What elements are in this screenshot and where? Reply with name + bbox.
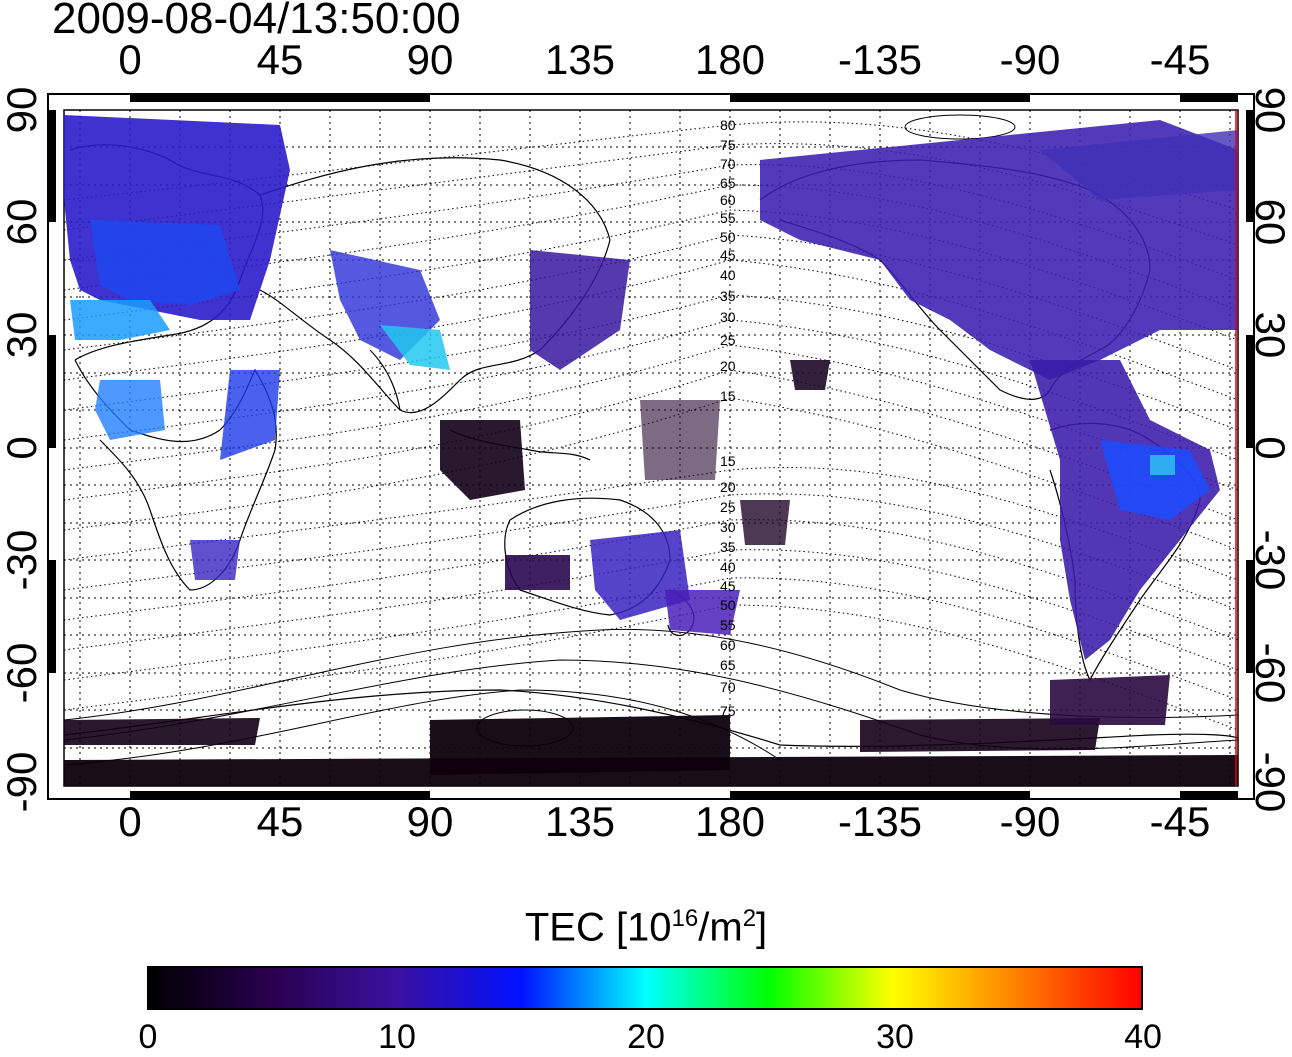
svg-text:30: 30: [720, 519, 736, 535]
lon-label: 0: [118, 36, 142, 83]
svg-text:55: 55: [720, 210, 736, 226]
svg-text:25: 25: [720, 499, 736, 515]
lon-label: 135: [544, 36, 616, 83]
svg-text:70: 70: [720, 156, 736, 172]
axis-band: [1246, 110, 1254, 222]
lon-label: -135: [837, 798, 923, 845]
colorbar-tick: 30: [876, 1018, 914, 1056]
lon-label: 90: [406, 36, 454, 83]
axis-band: [1180, 791, 1238, 799]
svg-text:55: 55: [720, 617, 736, 633]
svg-text:20: 20: [720, 358, 736, 374]
svg-text:75: 75: [720, 137, 736, 153]
axis-band: [48, 560, 56, 673]
svg-text:35: 35: [720, 539, 736, 555]
colorbar-tick: 10: [378, 1018, 416, 1056]
axis-band: [1246, 560, 1254, 673]
lon-label: 180: [694, 36, 766, 83]
colorbar-tick: 0: [138, 1018, 158, 1056]
axis-band: [730, 791, 1030, 799]
svg-text:45: 45: [720, 247, 736, 263]
colorbar-tick: 40: [1124, 1018, 1162, 1056]
lon-label: 135: [544, 798, 616, 845]
axis-band: [1180, 94, 1238, 102]
tec-colorbar: [147, 966, 1143, 1010]
svg-text:65: 65: [720, 657, 736, 673]
svg-text:65: 65: [720, 175, 736, 191]
svg-text:70: 70: [720, 679, 736, 695]
contour-labels-north: 80 75 70 65 60 55 50 45 40 35 30 25 20 1…: [720, 117, 736, 404]
lon-label: -135: [837, 36, 923, 83]
svg-text:30: 30: [720, 309, 736, 325]
map-timestamp-title: 2009-08-04/13:50:00: [52, 0, 461, 43]
svg-text:75: 75: [720, 703, 736, 719]
svg-text:25: 25: [720, 332, 736, 348]
svg-text:15: 15: [720, 388, 736, 404]
colorbar-label: TEC [1016/m2]: [524, 905, 768, 950]
svg-text:80: 80: [720, 117, 736, 133]
svg-text:50: 50: [720, 597, 736, 613]
lon-label: -90: [999, 36, 1061, 83]
tec-map: 80 75 70 65 60 55 50 45 40 35 30 25 20 1…: [47, 93, 1255, 800]
lon-label: -90: [999, 798, 1061, 845]
svg-text:40: 40: [720, 267, 736, 283]
lon-label: 45: [256, 798, 304, 845]
axis-band: [1246, 335, 1254, 448]
lon-label: 45: [256, 36, 304, 83]
axis-band: [130, 94, 430, 102]
lon-label: 90: [406, 798, 454, 845]
svg-text:50: 50: [720, 229, 736, 245]
svg-text:15: 15: [720, 453, 736, 469]
svg-text:45: 45: [720, 578, 736, 594]
svg-text:40: 40: [720, 559, 736, 575]
axis-band: [48, 335, 56, 448]
axis-band: [130, 791, 430, 799]
svg-text:60: 60: [720, 192, 736, 208]
tec-data-patches: [64, 115, 1238, 786]
svg-text:60: 60: [720, 637, 736, 653]
lon-label: -45: [1149, 798, 1211, 845]
contour-labels-south: 15 20 25 30 35 40 45 50 55 60 65 70 75: [720, 453, 736, 719]
svg-text:20: 20: [720, 479, 736, 495]
colorbar-tick: 20: [627, 1018, 665, 1056]
svg-text:35: 35: [720, 288, 736, 304]
lon-label: -45: [1149, 36, 1211, 83]
axis-band: [48, 110, 56, 222]
axis-band: [730, 94, 1030, 102]
lon-label: 0: [118, 798, 142, 845]
lon-label: 180: [694, 798, 766, 845]
